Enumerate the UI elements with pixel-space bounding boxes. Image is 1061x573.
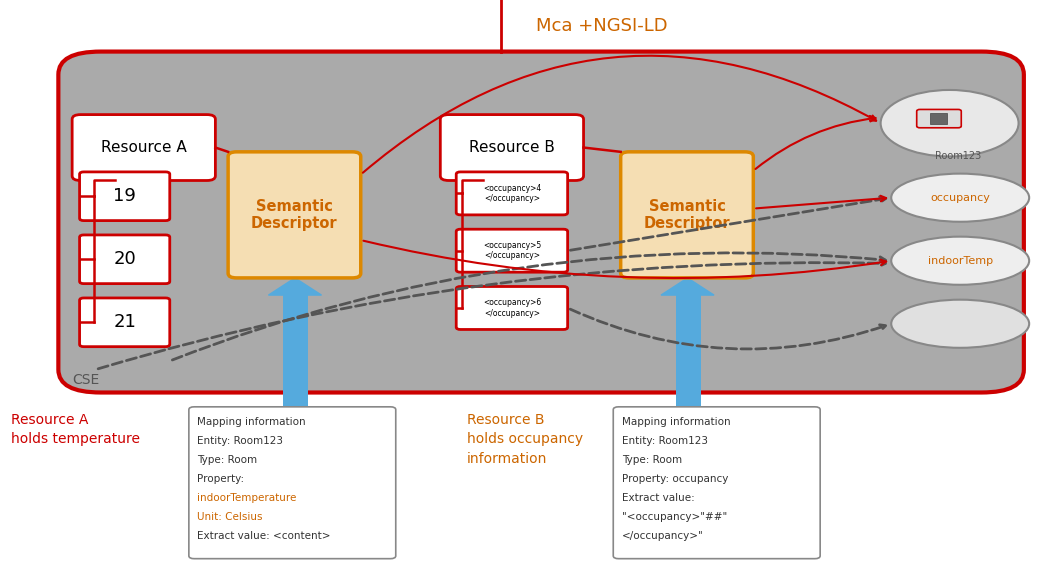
FancyBboxPatch shape xyxy=(80,298,170,347)
FancyBboxPatch shape xyxy=(613,407,820,559)
Text: "<occupancy>"##": "<occupancy>"##" xyxy=(622,512,727,522)
Text: Room123: Room123 xyxy=(935,151,981,160)
Text: Resource A: Resource A xyxy=(101,140,187,155)
Text: <occupancy>4
</occupancy>: <occupancy>4 </occupancy> xyxy=(483,184,541,203)
FancyBboxPatch shape xyxy=(189,407,396,559)
Text: indoorTemperature: indoorTemperature xyxy=(197,493,297,503)
FancyBboxPatch shape xyxy=(72,115,215,180)
Text: Entity: Room123: Entity: Room123 xyxy=(622,436,708,446)
Ellipse shape xyxy=(891,300,1029,348)
Text: Extract value: <content>: Extract value: <content> xyxy=(197,531,331,541)
Text: 19: 19 xyxy=(114,187,136,205)
Text: Entity: Room123: Entity: Room123 xyxy=(197,436,283,446)
Text: <occupancy>5
</occupancy>: <occupancy>5 </occupancy> xyxy=(483,241,541,260)
FancyBboxPatch shape xyxy=(456,172,568,215)
Text: CSE: CSE xyxy=(72,373,100,387)
Bar xyxy=(930,113,947,124)
Text: Extract value:: Extract value: xyxy=(622,493,695,503)
Text: Type: Room: Type: Room xyxy=(622,455,682,465)
FancyBboxPatch shape xyxy=(228,152,361,278)
Text: Property: occupancy: Property: occupancy xyxy=(622,474,728,484)
Text: occupancy: occupancy xyxy=(930,193,990,203)
Text: Resource B
holds occupancy
information: Resource B holds occupancy information xyxy=(467,413,582,465)
FancyBboxPatch shape xyxy=(456,286,568,329)
FancyBboxPatch shape xyxy=(917,109,961,128)
FancyBboxPatch shape xyxy=(456,229,568,272)
Text: 21: 21 xyxy=(114,313,136,331)
Text: Semantic
Descriptor: Semantic Descriptor xyxy=(644,199,730,231)
FancyBboxPatch shape xyxy=(80,172,170,221)
Text: Semantic
Descriptor: Semantic Descriptor xyxy=(251,199,337,231)
Text: Mapping information: Mapping information xyxy=(197,417,306,427)
Polygon shape xyxy=(268,278,321,295)
Text: </occupancy>": </occupancy>" xyxy=(622,531,703,541)
Text: Mapping information: Mapping information xyxy=(622,417,730,427)
FancyBboxPatch shape xyxy=(440,115,584,180)
FancyBboxPatch shape xyxy=(58,52,1024,393)
Polygon shape xyxy=(661,278,714,295)
Text: Resource B: Resource B xyxy=(469,140,555,155)
FancyBboxPatch shape xyxy=(621,152,753,278)
FancyBboxPatch shape xyxy=(80,235,170,284)
Text: Mca +NGSI-LD: Mca +NGSI-LD xyxy=(536,17,667,35)
Text: <occupancy>6
</occupancy>: <occupancy>6 </occupancy> xyxy=(483,299,541,317)
Text: indoorTemp: indoorTemp xyxy=(927,256,993,266)
Text: Property:: Property: xyxy=(197,474,244,484)
Text: 20: 20 xyxy=(114,250,136,268)
Ellipse shape xyxy=(891,174,1029,222)
Text: Unit: Celsius: Unit: Celsius xyxy=(197,512,263,522)
Text: Type: Room: Type: Room xyxy=(197,455,258,465)
Ellipse shape xyxy=(881,90,1019,156)
Ellipse shape xyxy=(891,237,1029,285)
Text: Resource A
holds temperature: Resource A holds temperature xyxy=(11,413,140,446)
